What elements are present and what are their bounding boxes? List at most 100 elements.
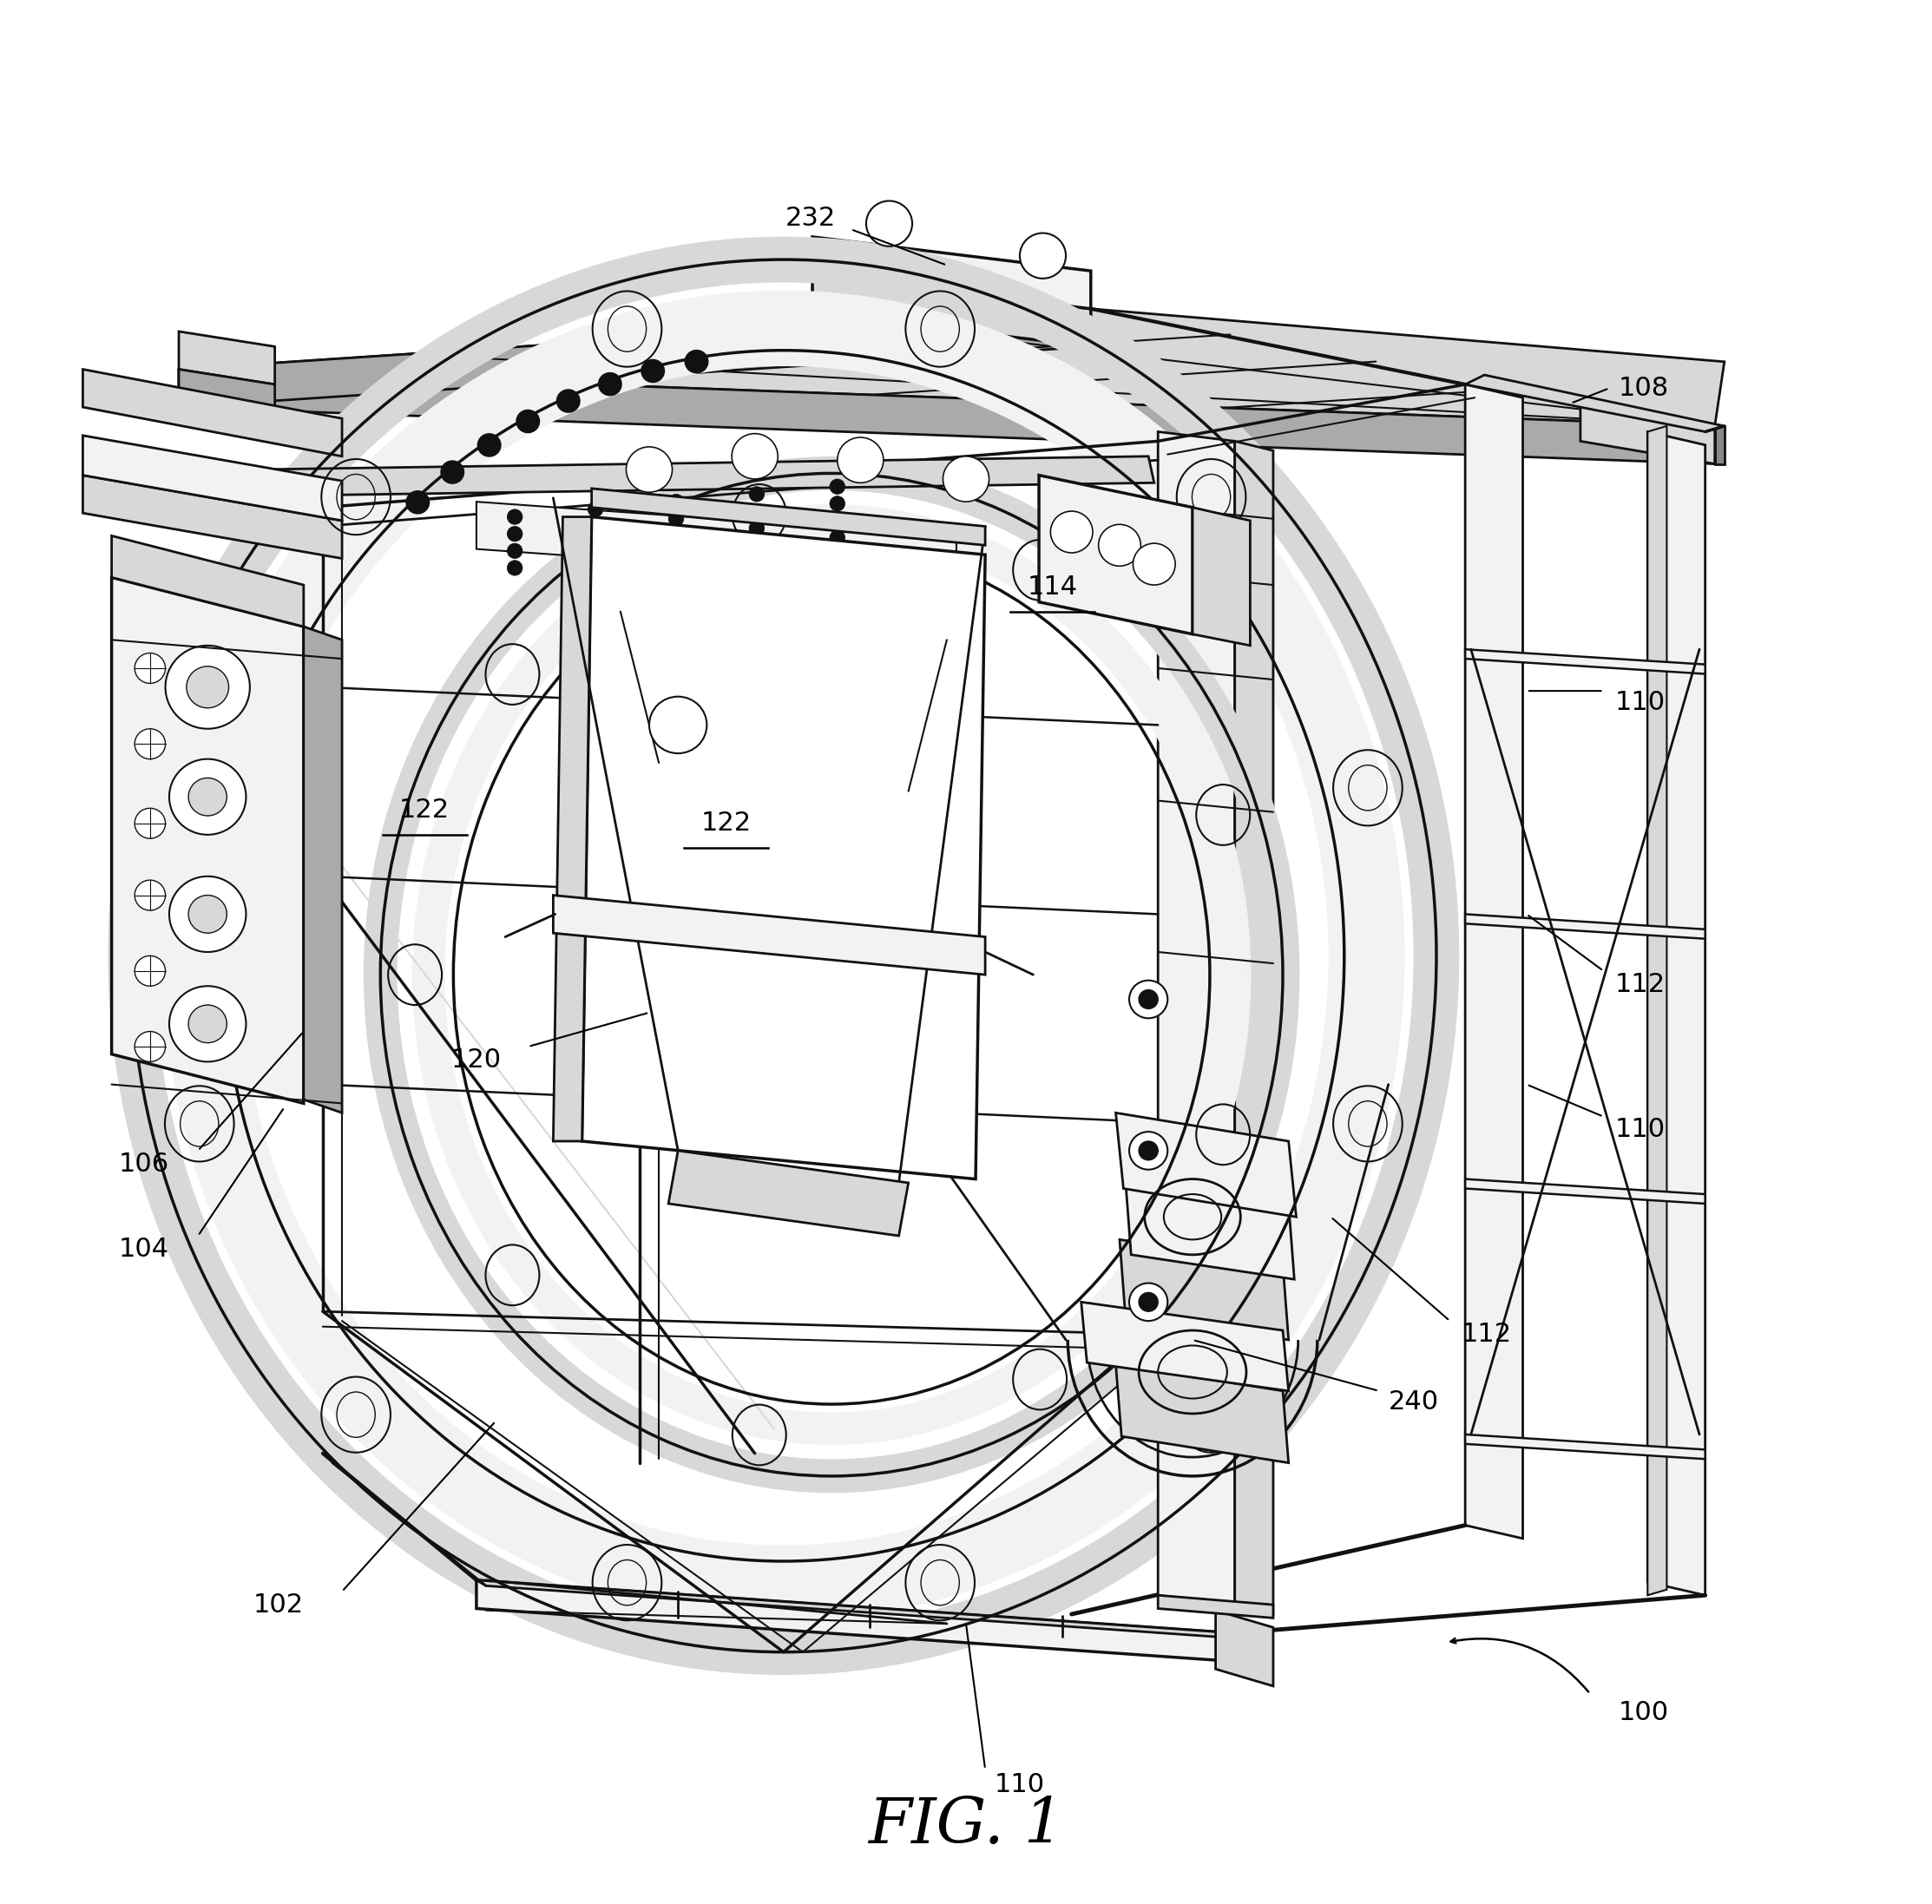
Polygon shape [1648,432,1706,1596]
Circle shape [587,552,603,567]
Circle shape [837,438,883,484]
Circle shape [189,779,226,815]
Circle shape [587,518,603,533]
Polygon shape [1235,442,1273,1615]
Polygon shape [1464,385,1522,1538]
Circle shape [668,527,684,543]
Circle shape [1132,543,1175,585]
Polygon shape [1117,1112,1296,1217]
Circle shape [1020,232,1066,278]
Circle shape [1128,1283,1167,1321]
Circle shape [1099,524,1140,565]
Circle shape [516,409,539,432]
Text: FIG. 1: FIG. 1 [867,1795,1065,1856]
Text: 102: 102 [253,1592,303,1616]
Circle shape [135,729,166,760]
Circle shape [829,529,844,545]
Circle shape [1128,981,1167,1019]
Text: 232: 232 [784,206,835,230]
Circle shape [649,697,707,754]
Circle shape [440,461,464,484]
Text: 110: 110 [1615,689,1665,714]
Polygon shape [1464,649,1706,674]
Circle shape [170,986,245,1062]
Circle shape [829,512,844,527]
Circle shape [668,510,684,526]
Polygon shape [255,457,1153,497]
Polygon shape [582,516,985,1179]
Text: 120: 120 [450,1047,502,1072]
Text: 114: 114 [1028,575,1078,600]
Polygon shape [1192,506,1250,645]
Polygon shape [553,516,591,1140]
Polygon shape [1124,1179,1294,1279]
Polygon shape [112,535,303,626]
Polygon shape [1580,404,1716,465]
Circle shape [166,645,249,729]
Circle shape [732,434,779,480]
Circle shape [750,520,765,535]
Circle shape [135,1032,166,1062]
Polygon shape [1464,914,1706,939]
Circle shape [506,526,522,541]
Circle shape [189,895,226,933]
Polygon shape [1648,426,1667,1596]
Circle shape [829,480,844,495]
Circle shape [587,535,603,550]
Circle shape [750,537,765,552]
Polygon shape [180,331,274,385]
Circle shape [1138,1293,1157,1312]
Polygon shape [811,274,1092,347]
Circle shape [866,202,912,246]
Polygon shape [1215,1611,1273,1687]
Circle shape [1138,990,1157,1009]
Circle shape [626,447,672,493]
Text: 106: 106 [118,1152,170,1177]
Circle shape [556,390,580,413]
Polygon shape [553,895,985,975]
Circle shape [506,543,522,558]
Circle shape [668,495,684,508]
Circle shape [1138,1140,1157,1160]
Polygon shape [180,308,1725,426]
Circle shape [189,1005,226,1043]
Circle shape [406,491,429,514]
Circle shape [599,373,622,396]
Polygon shape [180,369,274,423]
Circle shape [829,497,844,510]
Circle shape [1128,1131,1167,1169]
Text: 108: 108 [1619,375,1669,400]
Polygon shape [1157,432,1235,1605]
Polygon shape [303,626,342,1112]
Polygon shape [1039,476,1192,634]
Circle shape [170,876,245,952]
Polygon shape [668,1150,908,1236]
Circle shape [477,434,500,457]
Polygon shape [1225,1634,1244,1672]
Polygon shape [1464,1434,1706,1458]
Polygon shape [477,1580,1244,1639]
Polygon shape [477,1580,1235,1662]
Text: 112: 112 [1461,1321,1513,1346]
Circle shape [135,807,166,838]
Circle shape [668,545,684,560]
Polygon shape [591,489,985,545]
Circle shape [587,503,603,516]
Polygon shape [180,369,1716,465]
Text: 112: 112 [1615,971,1665,998]
Polygon shape [477,503,956,583]
Polygon shape [112,577,303,1102]
Text: 110: 110 [995,1773,1045,1797]
Polygon shape [1121,1240,1289,1340]
Circle shape [943,457,989,503]
Circle shape [135,653,166,684]
Circle shape [1051,510,1094,552]
Circle shape [187,666,228,708]
Polygon shape [1117,1365,1289,1462]
Polygon shape [83,369,342,457]
Circle shape [135,880,166,910]
Polygon shape [811,236,1092,308]
Circle shape [750,505,765,518]
Circle shape [750,487,765,503]
Polygon shape [83,476,342,558]
